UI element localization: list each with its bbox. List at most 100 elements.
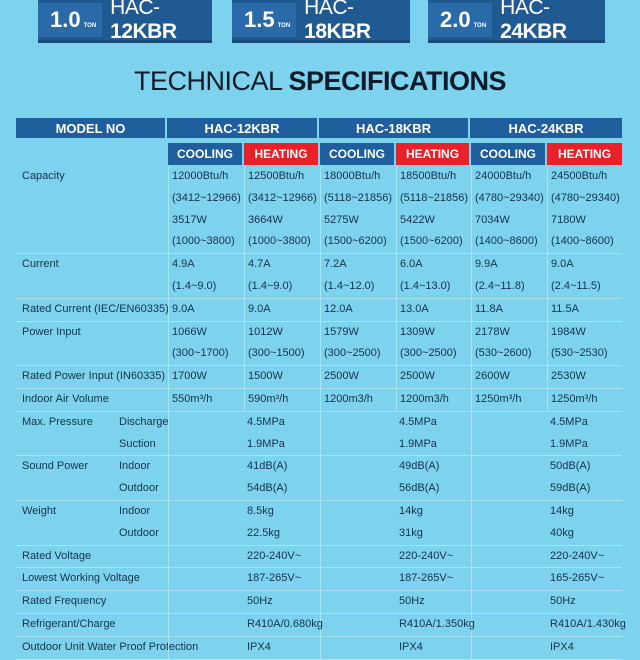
model-suffix: 18KBR xyxy=(304,20,371,43)
table-cell: 590m³/h xyxy=(244,388,320,411)
table-cell: 2530W xyxy=(547,366,622,388)
table-cell: 1066W xyxy=(168,321,244,344)
table-row: Power Input 1066W 1012W 1579W 1309W 2178W 1984… xyxy=(16,321,622,367)
table-cell: 1984W xyxy=(547,321,622,344)
table-cell: 22.5kg xyxy=(247,526,281,539)
table-row: Rated Frequency 50Hz 50Hz 50Hz xyxy=(16,591,622,614)
table-cell: 1012W xyxy=(244,321,320,344)
table-cell: 220-240V~ xyxy=(399,549,454,562)
table-cell: 11.5A xyxy=(547,298,622,321)
ton-label: TON xyxy=(83,23,97,29)
table-cell: 2600W xyxy=(471,366,547,388)
table-cell: 9.9A xyxy=(471,254,547,276)
table-cell: (1.4~9.0) xyxy=(244,275,320,298)
table-line: Power Input 1066W 1012W 1579W 1309W 2178W 1984… xyxy=(16,321,622,344)
model-no-header: MODEL NO xyxy=(16,118,165,138)
table-cell: (1.4~9.0) xyxy=(168,275,244,298)
table-cell: 4.5MPa xyxy=(247,415,285,428)
table-cell-divider xyxy=(320,433,324,456)
table-row: Rated Power Input (IN60335) 1700W 1500W 250… xyxy=(16,366,622,389)
ton-value: 1.0 xyxy=(50,7,81,32)
table-cell: 12.0A xyxy=(320,298,396,321)
table-line: Rated Voltage 220-240V~ 220-240V~ 220-240V~ xyxy=(16,545,622,568)
table-cell: 14kg xyxy=(550,504,574,517)
table-line: Outdoor 22.5kg 31kg 40kg xyxy=(16,522,622,545)
table-cell: (530~2600) xyxy=(471,343,547,366)
table-cell-divider xyxy=(320,545,324,568)
table-cell: 1700W xyxy=(168,366,244,388)
table-cell: (1.4~12.0) xyxy=(320,275,396,298)
row-label: Capacity xyxy=(22,170,65,182)
table-cell: 4.5MPa xyxy=(399,415,437,428)
table-line: 3517W 3664W 5275W 5422W 7034W 7180W xyxy=(16,209,622,232)
table-cell-divider xyxy=(320,522,324,545)
table-cell: (1000~3800) xyxy=(244,231,320,254)
table-line: Indoor Air Volume 550m³/h 590m³/h 1200m3/h 1… xyxy=(16,388,622,411)
table-cell: 5275W xyxy=(320,209,396,232)
table-line: Lowest Working Voltage 187-265V~ 187-265V~… xyxy=(16,568,622,591)
table-cell: 5422W xyxy=(396,209,471,232)
row-label: Rated Current (IEC/EN60335) xyxy=(22,302,169,315)
row-label: Sound Power xyxy=(22,460,89,473)
table-row: Outdoor Unit Water Proof Protection IPX4 I… xyxy=(16,636,622,660)
model-suffix: 12KBR xyxy=(110,20,177,43)
table-cell-divider xyxy=(168,522,172,545)
ton-label: TON xyxy=(277,23,291,29)
table-cell-divider xyxy=(168,613,172,636)
table-row: Current 4.9A 4.7A 7.2A 6.0A 9.9A 9.0A (1.4~9.0)… xyxy=(16,254,622,299)
row-label: Max. Pressure xyxy=(22,415,93,428)
table-cell: 24500Btu/h xyxy=(547,166,622,188)
table-cell-divider xyxy=(168,478,172,500)
table-cell: (1.4~13.0) xyxy=(396,275,471,298)
title-bold: SPECIFICATIONS xyxy=(288,66,507,96)
table-cell: 7180W xyxy=(547,209,622,232)
table-cell: (1500~6200) xyxy=(396,231,471,254)
table-line: Outdoor 54dB(A) 56dB(A) 59dB(A) xyxy=(16,478,622,500)
table-cell: (1500~6200) xyxy=(320,231,396,254)
table-cell-divider xyxy=(168,456,172,479)
table-cell: 1579W xyxy=(320,321,396,344)
table-line: (300~1700) (300~1500) (300~2500) (300~2500)… xyxy=(16,343,622,366)
table-cell: 9.0A xyxy=(244,298,320,321)
table-cell: 14kg xyxy=(399,504,423,517)
ton-value: 2.0 xyxy=(440,7,471,32)
model-suffix: 24KBR xyxy=(500,20,567,43)
table-line: Outdoor Unit Water Proof Protection IPX4 I… xyxy=(16,636,622,659)
row-label: Rated Voltage xyxy=(22,549,92,562)
table-cell: 3517W xyxy=(168,209,244,232)
page-title: TECHNICAL SPECIFICATIONS xyxy=(0,66,640,97)
table-cell-divider xyxy=(320,500,324,523)
heating-header: HEATING xyxy=(547,143,622,165)
ton-value: 1.5 xyxy=(244,7,275,32)
table-cell: 6.0A xyxy=(396,254,471,276)
table-cell-divider xyxy=(471,411,475,434)
table-cell: 3664W xyxy=(244,209,320,232)
table-cell: R410A/0.680kg xyxy=(247,617,323,630)
table-cell: (2.4~11.5) xyxy=(547,275,622,298)
table-line: Suction 1.9MPa 1.9MPa 1.9MPa xyxy=(16,433,622,456)
table-cell: 165-265V~ xyxy=(550,572,605,585)
table-cell: R410A/1.350kg xyxy=(399,617,475,630)
table-cell: 1.9MPa xyxy=(247,437,285,450)
model-prefix: HAC- xyxy=(110,0,160,19)
table-cell: 31kg xyxy=(399,526,423,539)
table-cell-divider xyxy=(471,568,475,591)
table-line: Max. Pressure Discharge 4.5MPa 4.5MPa 4.5MPa xyxy=(16,411,622,434)
table-line: Refrigerant/Charge R410A/0.680kg R410A/1.3… xyxy=(16,613,626,636)
table-cell: (1000~3800) xyxy=(168,231,244,254)
table-line: Current 4.9A 4.7A 7.2A 6.0A 9.9A 9.0A xyxy=(16,254,622,276)
table-cell-divider xyxy=(320,568,324,591)
table-row: Lowest Working Voltage 187-265V~ 187-265V~… xyxy=(16,568,622,592)
table-cell: IPX4 xyxy=(550,640,574,653)
table-cell-divider xyxy=(168,411,172,434)
table-cell: 50dB(A) xyxy=(550,460,591,473)
table-cell-divider xyxy=(168,568,172,591)
table-cell: 9.0A xyxy=(168,298,244,321)
table-cell-divider xyxy=(168,545,172,568)
table-row: Capacity 12000Btu/h 12500Btu/h 18000Btu/h 18… xyxy=(16,166,622,255)
table-cell: 4.9A xyxy=(168,254,244,276)
table-row: Sound Power Indoor 41dB(A) 49dB(A) 50dB(A) Ou… xyxy=(16,456,622,501)
table-cell: (4780~29340) xyxy=(471,187,547,210)
ton-label: TON xyxy=(473,23,487,29)
table-cell-divider xyxy=(471,522,475,545)
